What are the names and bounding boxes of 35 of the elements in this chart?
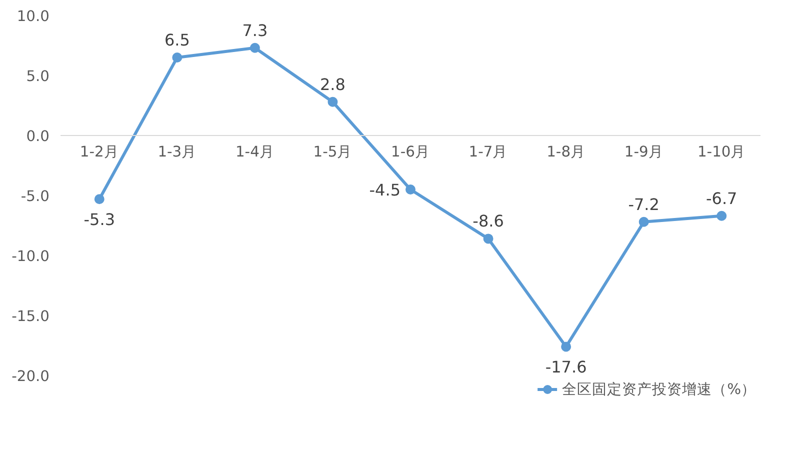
y-tick-label: -5.0 bbox=[20, 188, 50, 205]
point bbox=[250, 42, 260, 53]
x-tick-label: 1-4月 bbox=[235, 144, 274, 160]
point bbox=[406, 184, 416, 194]
y-tick-label: -10.0 bbox=[12, 248, 50, 265]
data-label: -17.6 bbox=[545, 358, 587, 377]
data-label: -8.6 bbox=[472, 212, 504, 231]
data-label: 7.3 bbox=[242, 20, 268, 40]
point bbox=[172, 52, 182, 62]
x-tick-label: 1-9月 bbox=[624, 144, 664, 160]
data-label: 2.8 bbox=[320, 74, 346, 94]
x-tick-label: 1-2月 bbox=[80, 144, 119, 160]
x-tick-label: 1-8月 bbox=[546, 144, 586, 160]
data-label: -5.3 bbox=[84, 210, 115, 230]
data-label: -4.5 bbox=[369, 180, 400, 200]
data-label: 6.5 bbox=[164, 30, 190, 50]
x-tick-label: 1-5月 bbox=[313, 144, 352, 160]
y-tick-label: -15.0 bbox=[12, 308, 50, 325]
y-tick-label: 5.0 bbox=[26, 68, 50, 85]
y-tick-label: 0.0 bbox=[26, 128, 50, 145]
data-label: -6.7 bbox=[706, 188, 738, 208]
x-tick-label: 1-3月 bbox=[158, 144, 197, 160]
legend-label: 全区固定资产投资增速（%） bbox=[562, 380, 756, 398]
point bbox=[716, 210, 727, 221]
data-label: -7.2 bbox=[628, 194, 660, 214]
point bbox=[483, 234, 494, 244]
point bbox=[94, 194, 104, 204]
y-tick-label: 10.0 bbox=[16, 8, 50, 25]
x-tick-label: 1-10月 bbox=[697, 144, 746, 160]
point bbox=[561, 342, 572, 352]
x-tick-label: 1-6月 bbox=[391, 144, 430, 160]
point bbox=[638, 216, 649, 227]
x-tick-label: 1-7月 bbox=[468, 144, 508, 160]
point bbox=[328, 96, 338, 107]
y-tick-label: -20.0 bbox=[12, 368, 50, 385]
